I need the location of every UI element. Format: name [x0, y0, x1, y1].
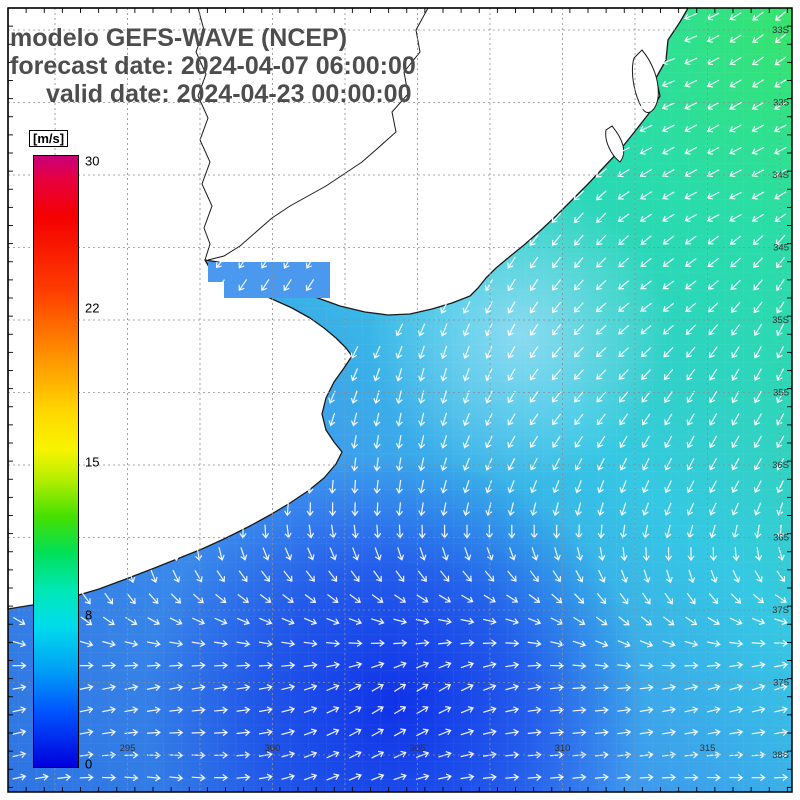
lagoon-outline-north [631, 49, 659, 113]
longitude-axis-label: 310 [555, 743, 571, 754]
colorbar-unit-label: [m/s] [29, 130, 69, 147]
colorbar-tick-15: 15 [85, 454, 100, 469]
latitude-axis-label: 345 [773, 243, 789, 254]
estuary-cells [208, 262, 330, 298]
longitude-axis-label: 315 [700, 743, 716, 754]
title-block: modelo GEFS-WAVE (NCEP) forecast date: 2… [10, 24, 416, 108]
latitude-axis-label: 335 [773, 98, 789, 109]
title-forecast-date: forecast date: 2024-04-07 06:00:00 [10, 52, 416, 80]
latitude-axis-label: 34S [772, 170, 789, 181]
latitude-axis-label: 365 [773, 533, 789, 544]
colorbar-tick-30: 30 [85, 153, 100, 169]
latitude-axis-label: 35S [772, 315, 789, 326]
colorbar-gradient [33, 155, 79, 768]
river-border-line-east [207, 7, 429, 261]
longitude-axis-label: 305 [410, 743, 426, 754]
title-model: modelo GEFS-WAVE (NCEP) [10, 24, 348, 52]
latitude-axis-label: 36S [772, 460, 789, 471]
wind-arrows [12, 11, 789, 782]
colorbar-tick-22: 22 [85, 300, 100, 316]
map-border-ticks [7, 7, 792, 792]
colorbar-tick-0: 0 [85, 756, 93, 772]
title-valid-date: valid date: 2024-04-23 00:00:00 [46, 80, 412, 108]
colorbar-tick-8: 8 [85, 607, 93, 623]
latitude-axis-label: 355 [773, 388, 789, 399]
latitude-axis-label: 33S [772, 25, 789, 36]
colorbar: [m/s] 30 22 15 8 0 [29, 130, 99, 772]
longitude-axis-label: 300 [265, 743, 281, 754]
latitude-axis-label: 38S [772, 750, 789, 761]
longitude-axis-label: 295 [120, 743, 136, 754]
latitude-axis-label: 375 [773, 678, 789, 689]
map-border [7, 7, 793, 793]
colorbar-labels: 30 22 15 8 0 [85, 153, 119, 772]
axis-labels: 33S 335 34S 345 35S 355 36S 365 37S 375 38S 295 300 3… [120, 25, 789, 761]
latitude-axis-label: 37S [772, 605, 789, 616]
